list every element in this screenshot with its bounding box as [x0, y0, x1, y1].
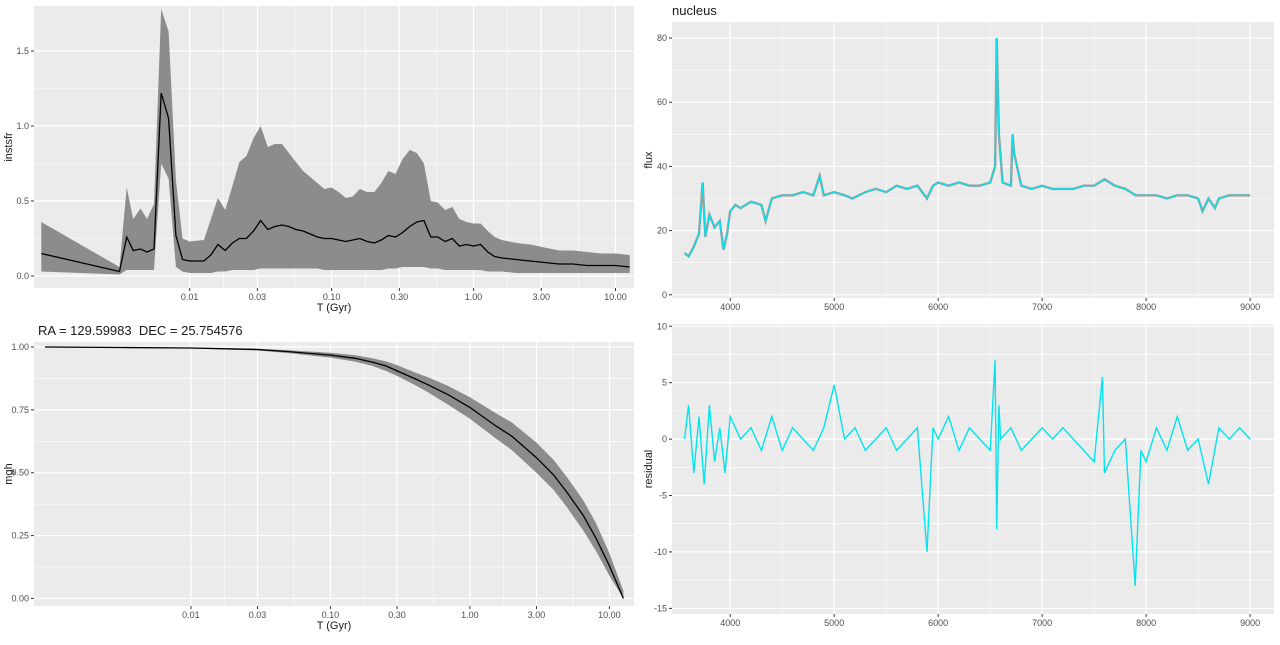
x-tick-label: 7000 — [1032, 302, 1052, 312]
y-tick-label: 1.5 — [16, 46, 29, 56]
y-axis-label: mgh — [3, 463, 15, 484]
y-tick-label: -10 — [654, 547, 667, 557]
x-axis-label: T (Gyr) — [317, 620, 352, 632]
x-tick-label: 8000 — [1136, 618, 1156, 628]
residual-chart: 4000 5000 6000 7000 8000 9000 -15 -10 -5 0 5 10 resi… — [640, 320, 1280, 640]
y-axis-label: flux — [643, 151, 655, 169]
y-tick-label: 40 — [657, 161, 667, 171]
y-tick-label: 0 — [662, 434, 667, 444]
y-tick-label: 0.75 — [11, 405, 29, 415]
y-tick-label: 1.0 — [16, 121, 29, 131]
y-tick-label: 0.5 — [16, 196, 29, 206]
x-tick-label: 0.30 — [388, 610, 406, 620]
y-tick-label: 0.25 — [11, 531, 29, 541]
residual-plot-area — [672, 324, 1274, 614]
y-tick-label: 1.00 — [11, 342, 29, 352]
x-tick-label: 0.03 — [249, 292, 267, 302]
y-tick-label: 0 — [662, 290, 667, 300]
residual-line — [683, 360, 1251, 586]
y-tick-label: 5 — [662, 378, 667, 388]
y-tick-label: 10 — [657, 321, 667, 331]
mgh-chart-title: RA = 129.59983 DEC = 25.754576 — [38, 323, 243, 338]
x-tick-label: 9000 — [1240, 618, 1260, 628]
x-tick-label: 6000 — [928, 618, 948, 628]
instsfr-chart: 0.01 0.03 0.10 0.30 1.00 3.00 10.00 0.0 0.5 1.0 1.… — [0, 0, 640, 318]
y-tick-label: 80 — [657, 33, 667, 43]
x-tick-label: 6000 — [928, 302, 948, 312]
y-tick-label: 0.50 — [11, 468, 29, 478]
x-tick-label: 0.10 — [322, 610, 340, 620]
x-tick-label: 1.00 — [461, 610, 479, 620]
x-tick-label: 4000 — [720, 618, 740, 628]
median-line — [44, 346, 624, 599]
y-tick-label: 20 — [657, 226, 667, 236]
residual-svg: 4000 5000 6000 7000 8000 9000 -15 -10 -5 0 5 10 resi… — [643, 321, 1274, 628]
instsfr-svg: 0.01 0.03 0.10 0.30 1.00 3.00 10.00 0.0 0.5 1.0 1.… — [3, 6, 634, 314]
mgh-svg: 0.01 0.03 0.10 0.30 1.00 3.00 10.00 0.00 0.25 0.5… — [3, 342, 634, 632]
x-tick-label: 8000 — [1136, 302, 1156, 312]
y-tick-label: -15 — [654, 603, 667, 613]
mgh-plot-area — [34, 342, 634, 606]
x-tick-label: 9000 — [1240, 302, 1260, 312]
x-tick-label: 7000 — [1032, 618, 1052, 628]
confidence-band — [45, 347, 624, 599]
x-tick-label: 3.00 — [528, 610, 546, 620]
model-spectrum-line — [684, 37, 1251, 258]
x-tick-label: 5000 — [824, 302, 844, 312]
y-axis-label: residual — [643, 450, 655, 489]
x-tick-label: 0.03 — [249, 610, 267, 620]
mgh-chart: 0.01 0.03 0.10 0.30 1.00 3.00 10.00 0.00 0.25 0.5… — [0, 320, 640, 640]
x-tick-label: 10.00 — [604, 292, 627, 302]
flux-chart: 4000 5000 6000 7000 8000 9000 0 20 40 60 80 flux — [640, 0, 1280, 318]
flux-chart-title: nucleus — [672, 3, 717, 18]
x-tick-label: 0.30 — [391, 292, 409, 302]
x-axis-label: T (Gyr) — [317, 302, 352, 314]
flux-svg: 4000 5000 6000 7000 8000 9000 0 20 40 60 80 flux — [643, 22, 1274, 312]
y-tick-label: 0.0 — [16, 271, 29, 281]
y-axis-label: instsfr — [3, 132, 15, 162]
x-tick-label: 1.00 — [465, 292, 483, 302]
y-tick-label: -5 — [659, 491, 667, 501]
x-tick-label: 5000 — [824, 618, 844, 628]
x-tick-label: 0.10 — [323, 292, 341, 302]
y-tick-label: 60 — [657, 97, 667, 107]
x-tick-label: 4000 — [720, 302, 740, 312]
median-line — [41, 92, 630, 273]
x-tick-label: 10.00 — [598, 610, 621, 620]
x-tick-label: 3.00 — [533, 292, 551, 302]
y-tick-label: 0.00 — [11, 593, 29, 603]
x-tick-label: 0.01 — [182, 610, 200, 620]
x-tick-label: 0.01 — [181, 292, 199, 302]
flux-plot-area — [672, 22, 1274, 298]
